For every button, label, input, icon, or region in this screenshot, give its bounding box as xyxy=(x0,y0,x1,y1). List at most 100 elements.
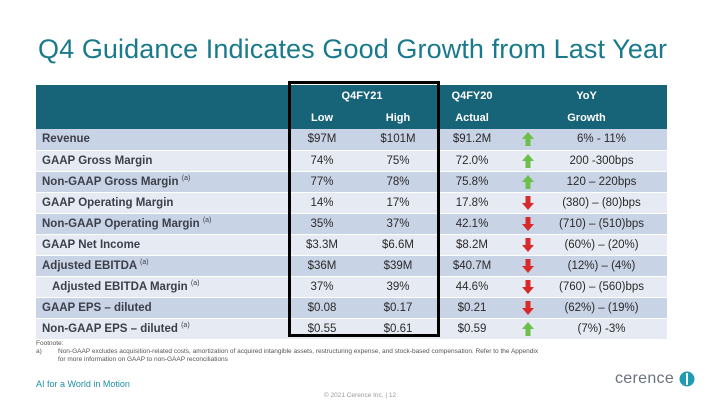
cell-trend xyxy=(506,171,536,193)
row-label: Adjusted EBITDA (a) xyxy=(36,255,286,277)
row-label: GAAP Gross Margin xyxy=(36,150,286,172)
header-growth: Growth xyxy=(506,107,668,129)
row-label: GAAP Operating Margin xyxy=(36,192,286,214)
header-actual: Actual xyxy=(438,107,506,129)
up-arrow-icon xyxy=(522,132,534,147)
row-footnote-ref: (a) xyxy=(202,217,212,225)
cell-low: 37% xyxy=(286,276,358,298)
cerence-logo: cerence xyxy=(615,370,695,388)
row-footnote-ref: (a) xyxy=(181,322,190,330)
page-title: Q4 Guidance Indicates Good Growth from L… xyxy=(38,34,668,64)
cell-high: 39% xyxy=(358,276,438,298)
table-row: GAAP Gross Margin 74% 75% 72.0% 200 -300bps xyxy=(36,150,668,172)
cell-high: $101M xyxy=(358,129,438,151)
cell-actual: $40.7M xyxy=(438,255,506,277)
cell-actual: 75.8% xyxy=(438,171,506,193)
row-label: Adjusted EBITDA Margin (a) xyxy=(36,276,286,298)
tagline: AI for a World in Motion xyxy=(36,379,130,389)
cell-actual: $0.59 xyxy=(438,318,506,340)
header-row-sub: Low High Actual Growth xyxy=(36,107,668,129)
cell-low: $3.3M xyxy=(286,234,358,256)
cell-actual: $8.2M xyxy=(438,234,506,256)
cell-low: 77% xyxy=(286,171,358,193)
row-label: Non-GAAP Operating Margin (a) xyxy=(36,213,286,235)
cell-low: 35% xyxy=(286,213,358,235)
cell-low: $0.08 xyxy=(286,297,358,319)
row-footnote-ref: (a) xyxy=(139,259,149,267)
row-footnote-ref: (a) xyxy=(190,280,200,288)
cell-growth: 6% - 11% xyxy=(536,129,668,151)
cell-trend xyxy=(506,213,536,235)
cell-low: 14% xyxy=(286,192,358,214)
footnote-heading: Footnote: xyxy=(36,340,64,347)
guidance-table: Q4FY21 Q4FY20 YoY Low High Actual Growth… xyxy=(36,85,668,340)
cell-growth: (380) – (80)bps xyxy=(536,192,668,214)
table-row: Adjusted EBITDA (a) $36M $39M $40.7M (12%) –… xyxy=(36,255,668,277)
cell-high: 75% xyxy=(358,150,438,172)
table-row: GAAP Net Income $3.3M $6.6M $8.2M (60%) – (2… xyxy=(36,234,668,256)
table-row: GAAP Operating Margin 14% 17% 17.8% (380) – … xyxy=(36,192,668,214)
cell-trend xyxy=(506,276,536,298)
cell-actual: 72.0% xyxy=(438,150,506,172)
cell-trend xyxy=(506,129,536,151)
table-row: Non-GAAP Gross Margin (a) 77% 78% 75.8% 120 … xyxy=(36,171,668,193)
up-arrow-icon xyxy=(522,321,534,336)
cell-growth: (710) – (510)bps xyxy=(536,213,668,235)
logo-text: cerence xyxy=(615,370,675,387)
footnote-marker: a) xyxy=(36,348,42,355)
cell-trend xyxy=(506,234,536,256)
cell-growth: (62%) – (19%) xyxy=(536,297,668,319)
down-arrow-icon xyxy=(522,237,534,252)
cell-low: $36M xyxy=(286,255,358,277)
cell-growth: (7%) -3% xyxy=(536,318,668,340)
cell-trend xyxy=(506,318,536,340)
header-blank-2 xyxy=(36,107,286,129)
cell-actual: 42.1% xyxy=(438,213,506,235)
up-arrow-icon xyxy=(522,174,534,189)
down-arrow-icon xyxy=(522,300,534,315)
row-label: Non-GAAP EPS – diluted (a) xyxy=(36,318,286,340)
cell-growth: 120 – 220bps xyxy=(536,171,668,193)
cell-low: $97M xyxy=(286,129,358,151)
cell-high: $6.6M xyxy=(358,234,438,256)
down-arrow-icon xyxy=(522,258,534,273)
row-label: GAAP EPS – diluted xyxy=(36,297,286,319)
cell-growth: 200 -300bps xyxy=(536,150,668,172)
copyright-footer: © 2021 Cerence Inc. | 12 xyxy=(323,392,397,399)
table-row: Adjusted EBITDA Margin (a) 37% 39% 44.6% (76… xyxy=(36,276,668,298)
cell-high: $0.17 xyxy=(358,297,438,319)
footnote-line-2: for more information on GAAP to non-GAAP… xyxy=(58,356,228,363)
header-low: Low xyxy=(286,107,358,129)
row-label: Non-GAAP Gross Margin (a) xyxy=(36,171,286,193)
cell-actual: $91.2M xyxy=(438,129,506,151)
down-arrow-icon xyxy=(522,279,534,294)
cell-high: 17% xyxy=(358,192,438,214)
row-footnote-ref: (a) xyxy=(181,175,191,183)
cell-trend xyxy=(506,192,536,214)
cell-growth: (760) – (560)bps xyxy=(536,276,668,298)
cell-growth: (60%) – (20%) xyxy=(536,234,668,256)
row-label: GAAP Net Income xyxy=(36,234,286,256)
cell-actual: $0.21 xyxy=(438,297,506,319)
footnote: Footnote: a) Non-GAAP excludes acquisiti… xyxy=(36,340,538,364)
row-label: Revenue xyxy=(36,129,286,151)
header-q4fy21: Q4FY21 xyxy=(286,85,438,107)
cell-trend xyxy=(506,297,536,319)
cell-growth: (12%) – (4%) xyxy=(536,255,668,277)
cell-trend xyxy=(506,150,536,172)
down-arrow-icon xyxy=(522,195,534,210)
down-arrow-icon xyxy=(522,216,534,231)
cell-high: $0.61 xyxy=(358,318,438,340)
footnote-line-1: Non-GAAP excludes acquisition-related co… xyxy=(58,348,539,355)
logo-mark-icon xyxy=(679,371,695,387)
cell-actual: 17.8% xyxy=(438,192,506,214)
table-row: Non-GAAP EPS – diluted (a) $0.55 $0.61 $0.5… xyxy=(36,318,668,340)
cell-high: $39M xyxy=(358,255,438,277)
header-blank xyxy=(36,85,286,107)
header-high: High xyxy=(358,107,438,129)
cell-high: 37% xyxy=(358,213,438,235)
table-row: GAAP EPS – diluted $0.08 $0.17 $0.21 (62%) –… xyxy=(36,297,668,319)
header-row-groups: Q4FY21 Q4FY20 YoY xyxy=(36,85,668,107)
cell-high: 78% xyxy=(358,171,438,193)
cell-actual: 44.6% xyxy=(438,276,506,298)
